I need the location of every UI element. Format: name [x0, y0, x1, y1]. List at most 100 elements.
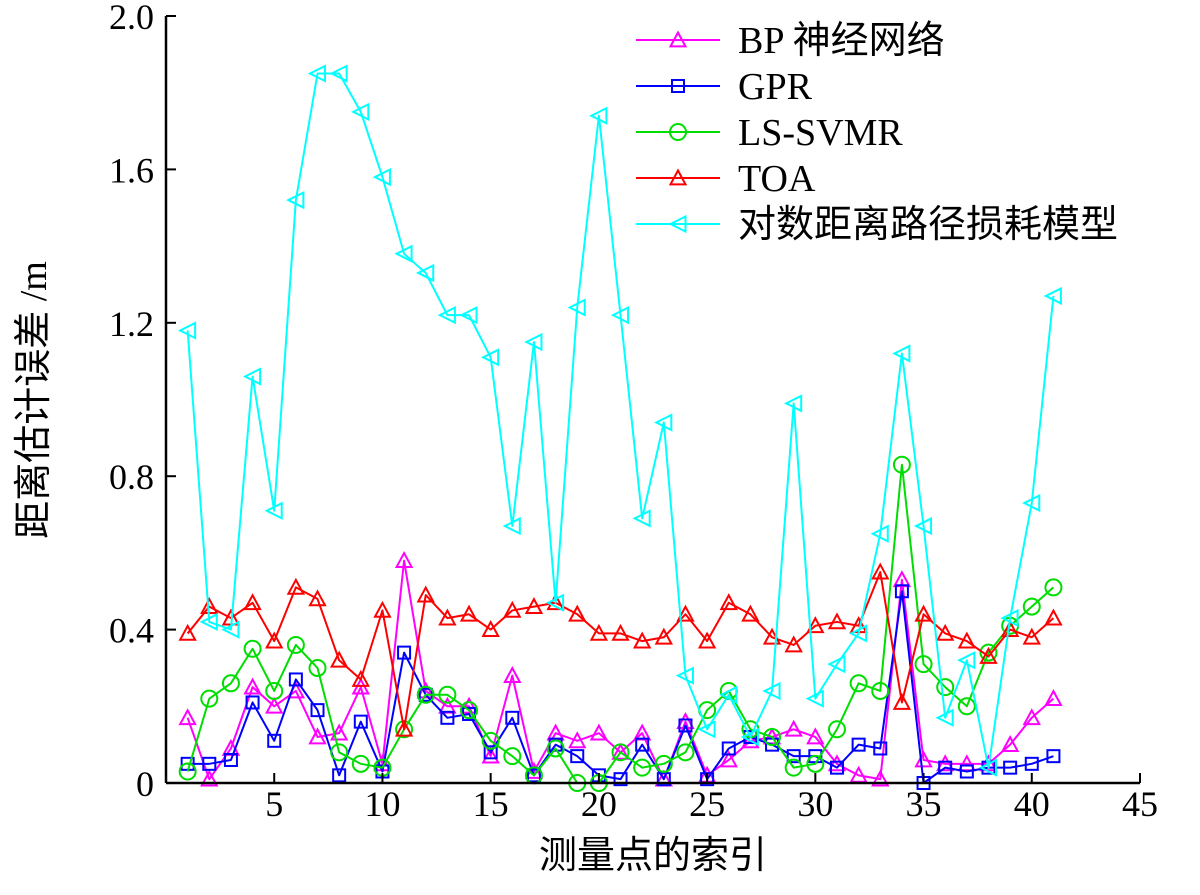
series-3	[178, 562, 1063, 737]
data-point-s3-28	[784, 635, 803, 653]
x-axis-title: 测量点的索引	[539, 835, 767, 877]
data-point-s1-2	[223, 752, 238, 767]
data-point-s2-23	[676, 743, 695, 762]
data-point-s3-23	[676, 604, 695, 622]
data-point-s2-39	[1022, 597, 1041, 616]
y-tick-label-2: 0.8	[109, 457, 154, 497]
series-line-2	[186, 463, 1055, 784]
data-point-s0-7	[329, 723, 349, 741]
data-point-s4-13	[459, 306, 478, 325]
data-point-s0-38	[1000, 735, 1020, 753]
data-point-s3-9	[373, 600, 392, 618]
data-point-s4-21	[632, 509, 651, 528]
data-point-s4-33	[892, 344, 911, 363]
data-point-s4-22	[654, 413, 673, 432]
data-point-s4-40	[1043, 286, 1062, 306]
data-point-s4-12	[437, 306, 456, 325]
legend-label-1: GPR	[738, 66, 813, 108]
data-point-s3-16	[524, 596, 544, 614]
data-point-s0-19	[589, 723, 609, 741]
data-point-s3-8	[351, 669, 370, 687]
data-point-s3-17	[546, 593, 565, 611]
data-point-s1-23	[678, 718, 693, 733]
data-point-s1-3	[245, 695, 260, 710]
data-point-s0-14	[481, 746, 500, 764]
data-point-s0-0	[178, 708, 197, 726]
data-point-s2-11	[416, 685, 435, 704]
data-point-s2-0	[178, 762, 197, 781]
data-point-s4-2	[221, 620, 240, 639]
data-point-s3-11	[416, 585, 435, 603]
data-point-s2-29	[806, 754, 825, 773]
data-point-s4-38	[1000, 608, 1019, 628]
data-point-s2-21	[633, 758, 652, 777]
data-point-s0-10	[394, 550, 414, 568]
data-point-s2-13	[460, 701, 479, 720]
legend-label-0: BP 神经网络	[738, 20, 945, 62]
ticks: 5 10 15 20 25 30 35 40 45 0 0.4 0.8 1.2 1.6 2.0	[109, 0, 1158, 824]
data-point-s4-14	[480, 348, 500, 367]
data-point-s3-29	[806, 616, 825, 634]
x-tick-label-1: 10	[364, 784, 400, 824]
data-point-s0-26	[741, 731, 760, 749]
data-point-s4-15	[502, 516, 521, 536]
data-point-s4-18	[567, 298, 586, 317]
data-point-s1-38	[1003, 760, 1018, 775]
data-point-s0-37	[979, 754, 998, 772]
data-point-s3-19	[589, 623, 609, 641]
data-point-s3-32	[871, 562, 890, 580]
data-point-s1-5	[288, 672, 303, 687]
series-line-3	[186, 571, 1055, 731]
data-point-s2-40	[1044, 578, 1063, 597]
data-point-s4-34	[913, 516, 933, 536]
data-point-s2-15	[503, 747, 522, 766]
data-point-s1-21	[635, 737, 650, 752]
data-point-s4-25	[719, 685, 738, 704]
data-point-s1-18	[570, 749, 585, 764]
data-point-s3-3	[243, 593, 262, 611]
data-point-s1-25	[721, 741, 736, 756]
data-point-s0-4	[265, 696, 284, 714]
y-tick-label-5: 2.0	[109, 0, 154, 37]
data-point-s4-17	[545, 593, 565, 612]
data-point-s2-36	[957, 697, 976, 716]
data-point-s4-5	[286, 190, 305, 210]
data-point-s0-29	[806, 727, 825, 745]
data-point-s4-36	[957, 651, 976, 670]
data-point-s3-5	[286, 577, 306, 595]
data-point-s0-6	[308, 727, 327, 745]
legend-marker-2	[669, 123, 687, 141]
data-point-s3-38	[1000, 619, 1020, 637]
legend-label-3: TOA	[738, 158, 816, 200]
data-point-s1-10	[397, 645, 412, 660]
x-tick-label-3: 20	[581, 784, 617, 824]
data-point-s3-37	[979, 646, 998, 664]
data-point-s1-35	[938, 760, 953, 775]
data-point-s0-25	[719, 750, 738, 768]
data-point-s4-31	[848, 624, 868, 643]
data-point-s4-8	[351, 102, 370, 121]
data-point-s0-18	[568, 731, 587, 749]
data-point-s2-34	[914, 655, 933, 674]
data-point-s4-39	[1022, 493, 1041, 513]
data-point-s4-10	[394, 244, 413, 263]
data-point-s3-40	[1044, 608, 1063, 626]
legend-label-2: LS-SVMR	[738, 112, 903, 154]
y-tick-label-4: 1.6	[109, 150, 154, 190]
data-point-s2-3	[243, 639, 262, 658]
data-point-s2-12	[438, 685, 457, 704]
data-point-s1-32	[873, 741, 888, 756]
data-point-s1-31	[851, 737, 866, 752]
data-point-s3-34	[914, 604, 933, 622]
x-tick-label-2: 15	[473, 784, 509, 824]
data-point-s2-33	[892, 455, 911, 474]
data-point-s3-30	[827, 612, 847, 630]
axes	[164, 16, 1140, 785]
data-point-s4-4	[264, 501, 283, 520]
data-point-s4-29	[805, 689, 824, 708]
data-point-s3-26	[741, 604, 760, 622]
data-point-s4-35	[935, 708, 954, 727]
data-point-s1-7	[332, 768, 347, 783]
data-point-s0-28	[784, 719, 803, 737]
